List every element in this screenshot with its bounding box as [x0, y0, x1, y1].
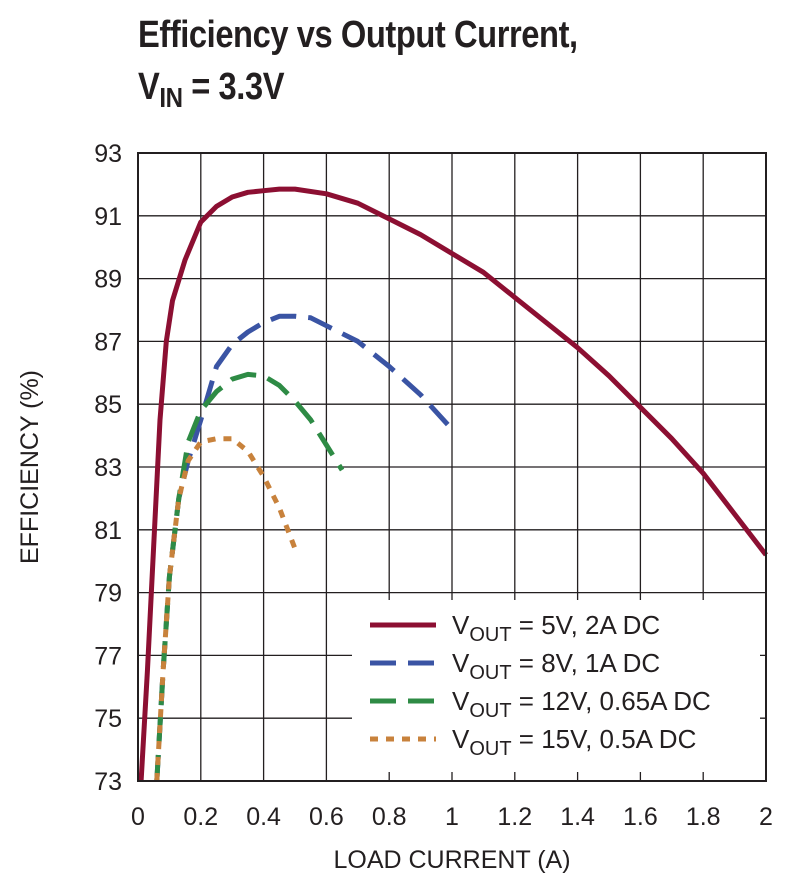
y-axis-label: EFFICIENCY (%): [16, 370, 44, 564]
x-tick-label: 2: [759, 803, 773, 831]
title-subscript: IN: [159, 82, 183, 113]
chart-title-line2: VIN = 3.3V: [138, 66, 284, 114]
legend-box: [352, 600, 760, 772]
grid-lines: [138, 153, 766, 781]
plot-frame: [137, 152, 767, 782]
x-tick-label: 1.2: [497, 803, 532, 831]
y-tick-label: 87: [94, 328, 122, 356]
x-tick-label: 1.4: [560, 803, 595, 831]
x-tick-labels: 0 0.2 0.4 0.6 0.8 1 1.2 1.4 1.6 1.8 2: [131, 803, 773, 831]
curves: [138, 186, 768, 782]
x-tick-label: 0.4: [246, 803, 281, 831]
title-rest: = 3.3V: [182, 66, 285, 108]
y-tick-label: 83: [94, 454, 122, 482]
y-tick-label: 77: [94, 642, 122, 670]
x-tick-label: 0.8: [372, 803, 407, 831]
y-tick-labels: 73 75 77 79 81 83 85 87 89 91 93: [94, 140, 122, 796]
y-tick-label: 81: [94, 517, 122, 545]
title-v: V: [138, 66, 160, 108]
y-tick-label: 75: [94, 705, 122, 733]
x-tick-label: 1.6: [623, 803, 658, 831]
legend-label-3: VOUT = 12V, 0.65A DC: [452, 686, 711, 722]
y-tick-label: 91: [94, 203, 122, 231]
series-line-3: [154, 371, 345, 782]
series-line-4: [154, 436, 298, 782]
legend-label-2: VOUT = 8V, 1A DC: [452, 648, 660, 684]
x-tick-label: 1.8: [686, 803, 721, 831]
y-tick-label: 73: [94, 768, 122, 796]
x-tick-label: 0.2: [183, 803, 218, 831]
chart-title-line1: Efficiency vs Output Current,: [138, 14, 578, 56]
legend-label-4: VOUT = 15V, 0.5A DC: [452, 724, 696, 760]
y-tick-label: 93: [94, 140, 122, 168]
series-line-1: [138, 186, 768, 782]
y-tick-label: 89: [94, 266, 122, 294]
x-tick-label: 0: [131, 803, 145, 831]
y-tick-label: 85: [94, 391, 122, 419]
x-axis-label: LOAD CURRENT (A): [333, 846, 570, 874]
x-tick-label: 0.6: [309, 803, 344, 831]
x-tick-label: 1: [445, 803, 459, 831]
legend-label-1: VOUT = 5V, 2A DC: [452, 610, 660, 646]
y-tick-label: 79: [94, 580, 122, 608]
